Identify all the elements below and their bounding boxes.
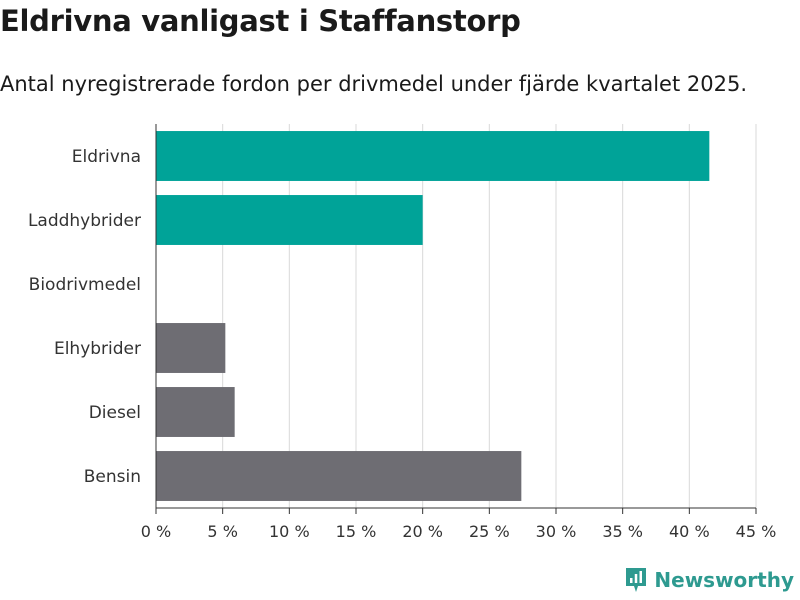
category-label: Eldrivna [72,147,141,167]
x-tick-label: 5 % [207,522,237,541]
category-label: Laddhybrider [28,211,141,231]
bar-laddhybrider [156,195,423,245]
bar-elhybrider [156,323,226,373]
bar-bensin [156,451,522,501]
x-tick-label: 45 % [736,522,777,541]
x-tick-label: 15 % [336,522,377,541]
x-tick-label: 10 % [269,522,310,541]
category-label: Biodrivmedel [29,275,141,295]
x-tick-label: 20 % [402,522,443,541]
category-label: Diesel [89,403,141,423]
x-tick-label: 40 % [669,522,710,541]
x-tick-label: 30 % [536,522,577,541]
x-tick-label: 0 % [141,522,171,541]
chart-subtitle: Antal nyregistrerade fordon per drivmede… [0,72,748,96]
x-tick-label: 25 % [469,522,510,541]
category-label: Elhybrider [54,339,141,359]
bar-diesel [156,387,235,437]
newsworthy-logo-icon [626,568,647,592]
category-label: Bensin [84,467,141,487]
brand-name: Newsworthy [654,568,794,592]
chart-title: Eldrivna vanligast i Staffanstorp [0,4,521,38]
x-tick-label: 35 % [602,522,643,541]
bar-eldrivna [156,131,710,181]
brand-logo: Newsworthy [624,566,794,594]
